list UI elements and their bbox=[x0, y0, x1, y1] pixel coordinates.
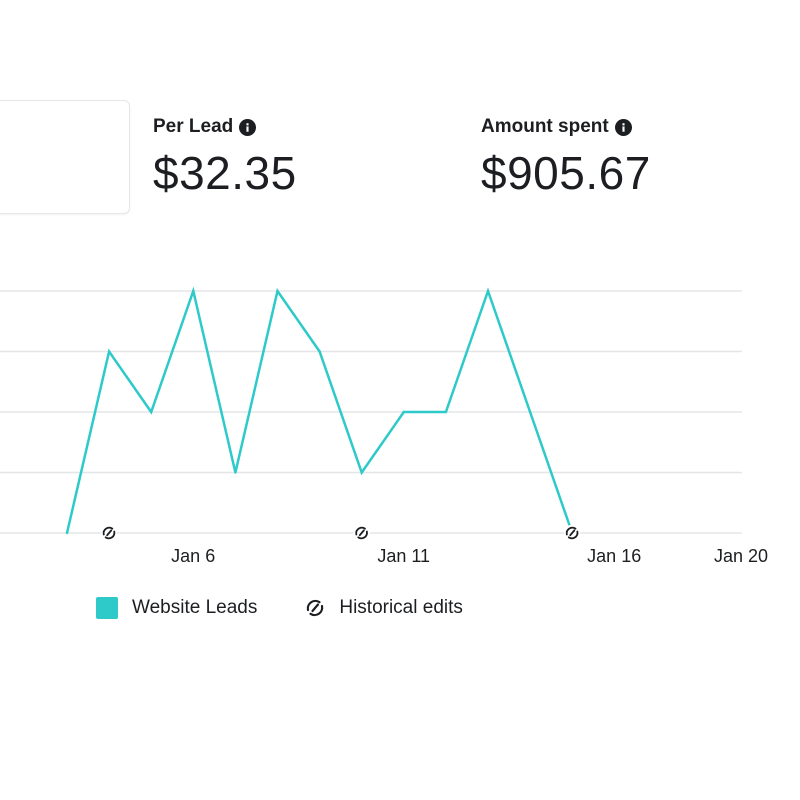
data-point[interactable] bbox=[192, 289, 195, 293]
data-point[interactable] bbox=[444, 410, 448, 414]
chart-legend: Website Leads Historical edits bbox=[96, 596, 509, 620]
per-lead-metric: Per Lead $32.35 bbox=[153, 116, 297, 200]
legend-item-historical-edits[interactable]: Historical edits bbox=[303, 596, 463, 620]
historical-edit-marker[interactable] bbox=[100, 524, 118, 542]
data-point[interactable] bbox=[360, 471, 363, 474]
x-tick-label: Jan 20 bbox=[714, 546, 768, 566]
info-icon[interactable] bbox=[614, 118, 632, 136]
data-point[interactable] bbox=[65, 531, 69, 535]
data-point[interactable] bbox=[234, 471, 237, 474]
historical-edit-marker[interactable] bbox=[563, 524, 581, 542]
amount-spent-label: Amount spent bbox=[481, 116, 609, 137]
data-point[interactable] bbox=[318, 350, 321, 353]
historical-edits-icon bbox=[307, 599, 324, 617]
x-axis-ticks: Jan 6 Jan 11 Jan 16 Jan 20 bbox=[171, 546, 768, 566]
amount-spent-metric: Amount spent $905.67 bbox=[481, 116, 651, 200]
data-point[interactable] bbox=[276, 289, 279, 293]
historical-edit-marker[interactable] bbox=[353, 524, 370, 542]
info-icon[interactable] bbox=[239, 118, 257, 136]
amount-spent-value: $905.67 bbox=[481, 147, 651, 199]
legend-label-historical-edits: Historical edits bbox=[339, 597, 463, 618]
x-tick-label: Jan 6 bbox=[171, 546, 215, 566]
data-point[interactable] bbox=[402, 410, 405, 414]
previous-metric-card bbox=[0, 100, 130, 214]
chart-gridlines bbox=[0, 290, 742, 534]
per-lead-label: Per Lead bbox=[153, 116, 234, 137]
per-lead-value: $32.35 bbox=[153, 147, 297, 199]
data-point[interactable] bbox=[107, 350, 111, 353]
data-point[interactable] bbox=[150, 410, 153, 414]
website-leads-swatch bbox=[96, 597, 118, 619]
x-tick-label: Jan 16 bbox=[587, 546, 641, 566]
data-point[interactable] bbox=[486, 289, 490, 293]
historical-edit-markers bbox=[100, 524, 581, 542]
x-tick-label: Jan 11 bbox=[377, 546, 430, 566]
legend-label-website-leads: Website Leads bbox=[132, 597, 258, 618]
legend-item-website-leads[interactable]: Website Leads bbox=[96, 597, 257, 619]
data-point[interactable] bbox=[528, 410, 532, 414]
